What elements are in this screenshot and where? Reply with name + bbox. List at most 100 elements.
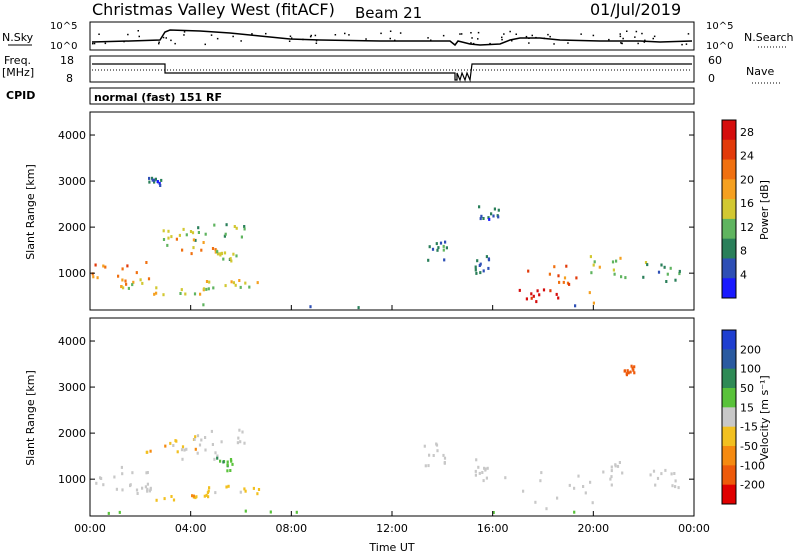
range-cell (660, 472, 663, 476)
range-cell (224, 284, 227, 288)
noise-dot (531, 34, 533, 37)
range-cell (565, 264, 568, 268)
range-cell (210, 429, 213, 433)
range-cell (657, 270, 661, 274)
range-cell (436, 248, 439, 252)
cpid-label: CPID (6, 89, 35, 102)
range-cell (159, 184, 162, 187)
range-cell (269, 510, 272, 514)
range-cell (504, 476, 507, 480)
range-cell (216, 454, 219, 458)
noise-dot (477, 38, 479, 40)
range-cell (121, 267, 124, 271)
range-cell (568, 483, 571, 487)
range-cell (185, 447, 188, 451)
x-tick-label: 00:00 (678, 522, 710, 535)
noise-dot (92, 42, 94, 45)
range-cell (443, 456, 447, 460)
noise-dot (644, 39, 646, 42)
colorbar-swatch (722, 278, 736, 299)
range-cell (573, 486, 576, 490)
range-cell (144, 485, 147, 489)
range-cell (135, 271, 138, 275)
range-cell (479, 262, 482, 266)
noise-dot (93, 42, 96, 45)
range-cell (431, 247, 435, 251)
noise-dot (503, 33, 505, 35)
colorbar-frame (721, 119, 737, 299)
noise-bottom-left: 10^0 (50, 41, 77, 52)
range-cell (611, 260, 615, 264)
range-cell (482, 479, 485, 483)
range-cell (428, 245, 431, 249)
noise-dot (442, 34, 445, 37)
range-cell (208, 280, 211, 284)
range-cell (220, 440, 223, 444)
range-cell (445, 246, 448, 250)
range-cell (624, 276, 627, 280)
range-cell (192, 494, 195, 498)
noise-dot (162, 36, 165, 39)
colorbar-swatch (722, 199, 736, 220)
power-panel-frame (89, 111, 695, 311)
range-cell (207, 287, 210, 291)
range-cell (614, 464, 617, 468)
range-cell (226, 469, 229, 473)
station-title: Christmas Valley West (fitACF) (92, 0, 335, 19)
range-cell (153, 180, 156, 184)
range-cell (145, 261, 148, 264)
range-cell (481, 471, 484, 474)
range-cell (627, 371, 630, 375)
range-cell (532, 294, 535, 298)
range-cell (474, 265, 477, 269)
range-cell (477, 465, 480, 469)
range-cell (243, 487, 246, 491)
colorbar-swatch (722, 388, 736, 408)
range-cell (666, 272, 669, 276)
noise-dot (509, 30, 511, 33)
range-cell (589, 255, 592, 259)
noise-dot (315, 39, 318, 42)
range-cell (539, 479, 542, 483)
range-cell (577, 474, 580, 478)
velocity-colorbar-label: Velocity [m s⁻¹] (758, 375, 771, 460)
range-cell (146, 450, 149, 454)
range-cell (198, 443, 202, 447)
colorbar-swatch (722, 139, 736, 161)
range-cell (162, 238, 166, 241)
noise-dot (137, 30, 139, 32)
noise-dot (380, 32, 382, 35)
range-cell (122, 286, 125, 290)
range-cell (654, 483, 657, 487)
y-tick-label: 1000 (58, 473, 86, 486)
range-cell (205, 280, 209, 283)
nave-label: Nave (746, 65, 774, 78)
range-cell (556, 496, 559, 500)
noise-dot (314, 34, 317, 37)
noise-dot (643, 41, 646, 43)
range-cell (644, 261, 648, 264)
range-cell (610, 465, 613, 469)
range-cell (229, 257, 232, 261)
range-cell (670, 472, 673, 476)
range-cell (120, 465, 123, 469)
noise-dot (389, 30, 392, 32)
range-cell (214, 248, 217, 252)
range-cell (632, 368, 635, 372)
range-cell (435, 442, 438, 446)
range-cell (309, 305, 312, 309)
range-cell (244, 509, 247, 513)
range-cell (233, 225, 236, 228)
range-cell (482, 269, 485, 273)
range-cell (592, 263, 595, 267)
range-cell (642, 275, 645, 279)
range-cell (224, 232, 227, 236)
range-cell (190, 252, 193, 256)
range-cell (211, 443, 214, 446)
noise-dot (138, 35, 140, 38)
range-cell (223, 251, 227, 255)
range-cell (488, 217, 491, 221)
noise-dot (622, 37, 624, 40)
range-cell (437, 246, 440, 250)
colorbar-swatch (722, 368, 736, 389)
